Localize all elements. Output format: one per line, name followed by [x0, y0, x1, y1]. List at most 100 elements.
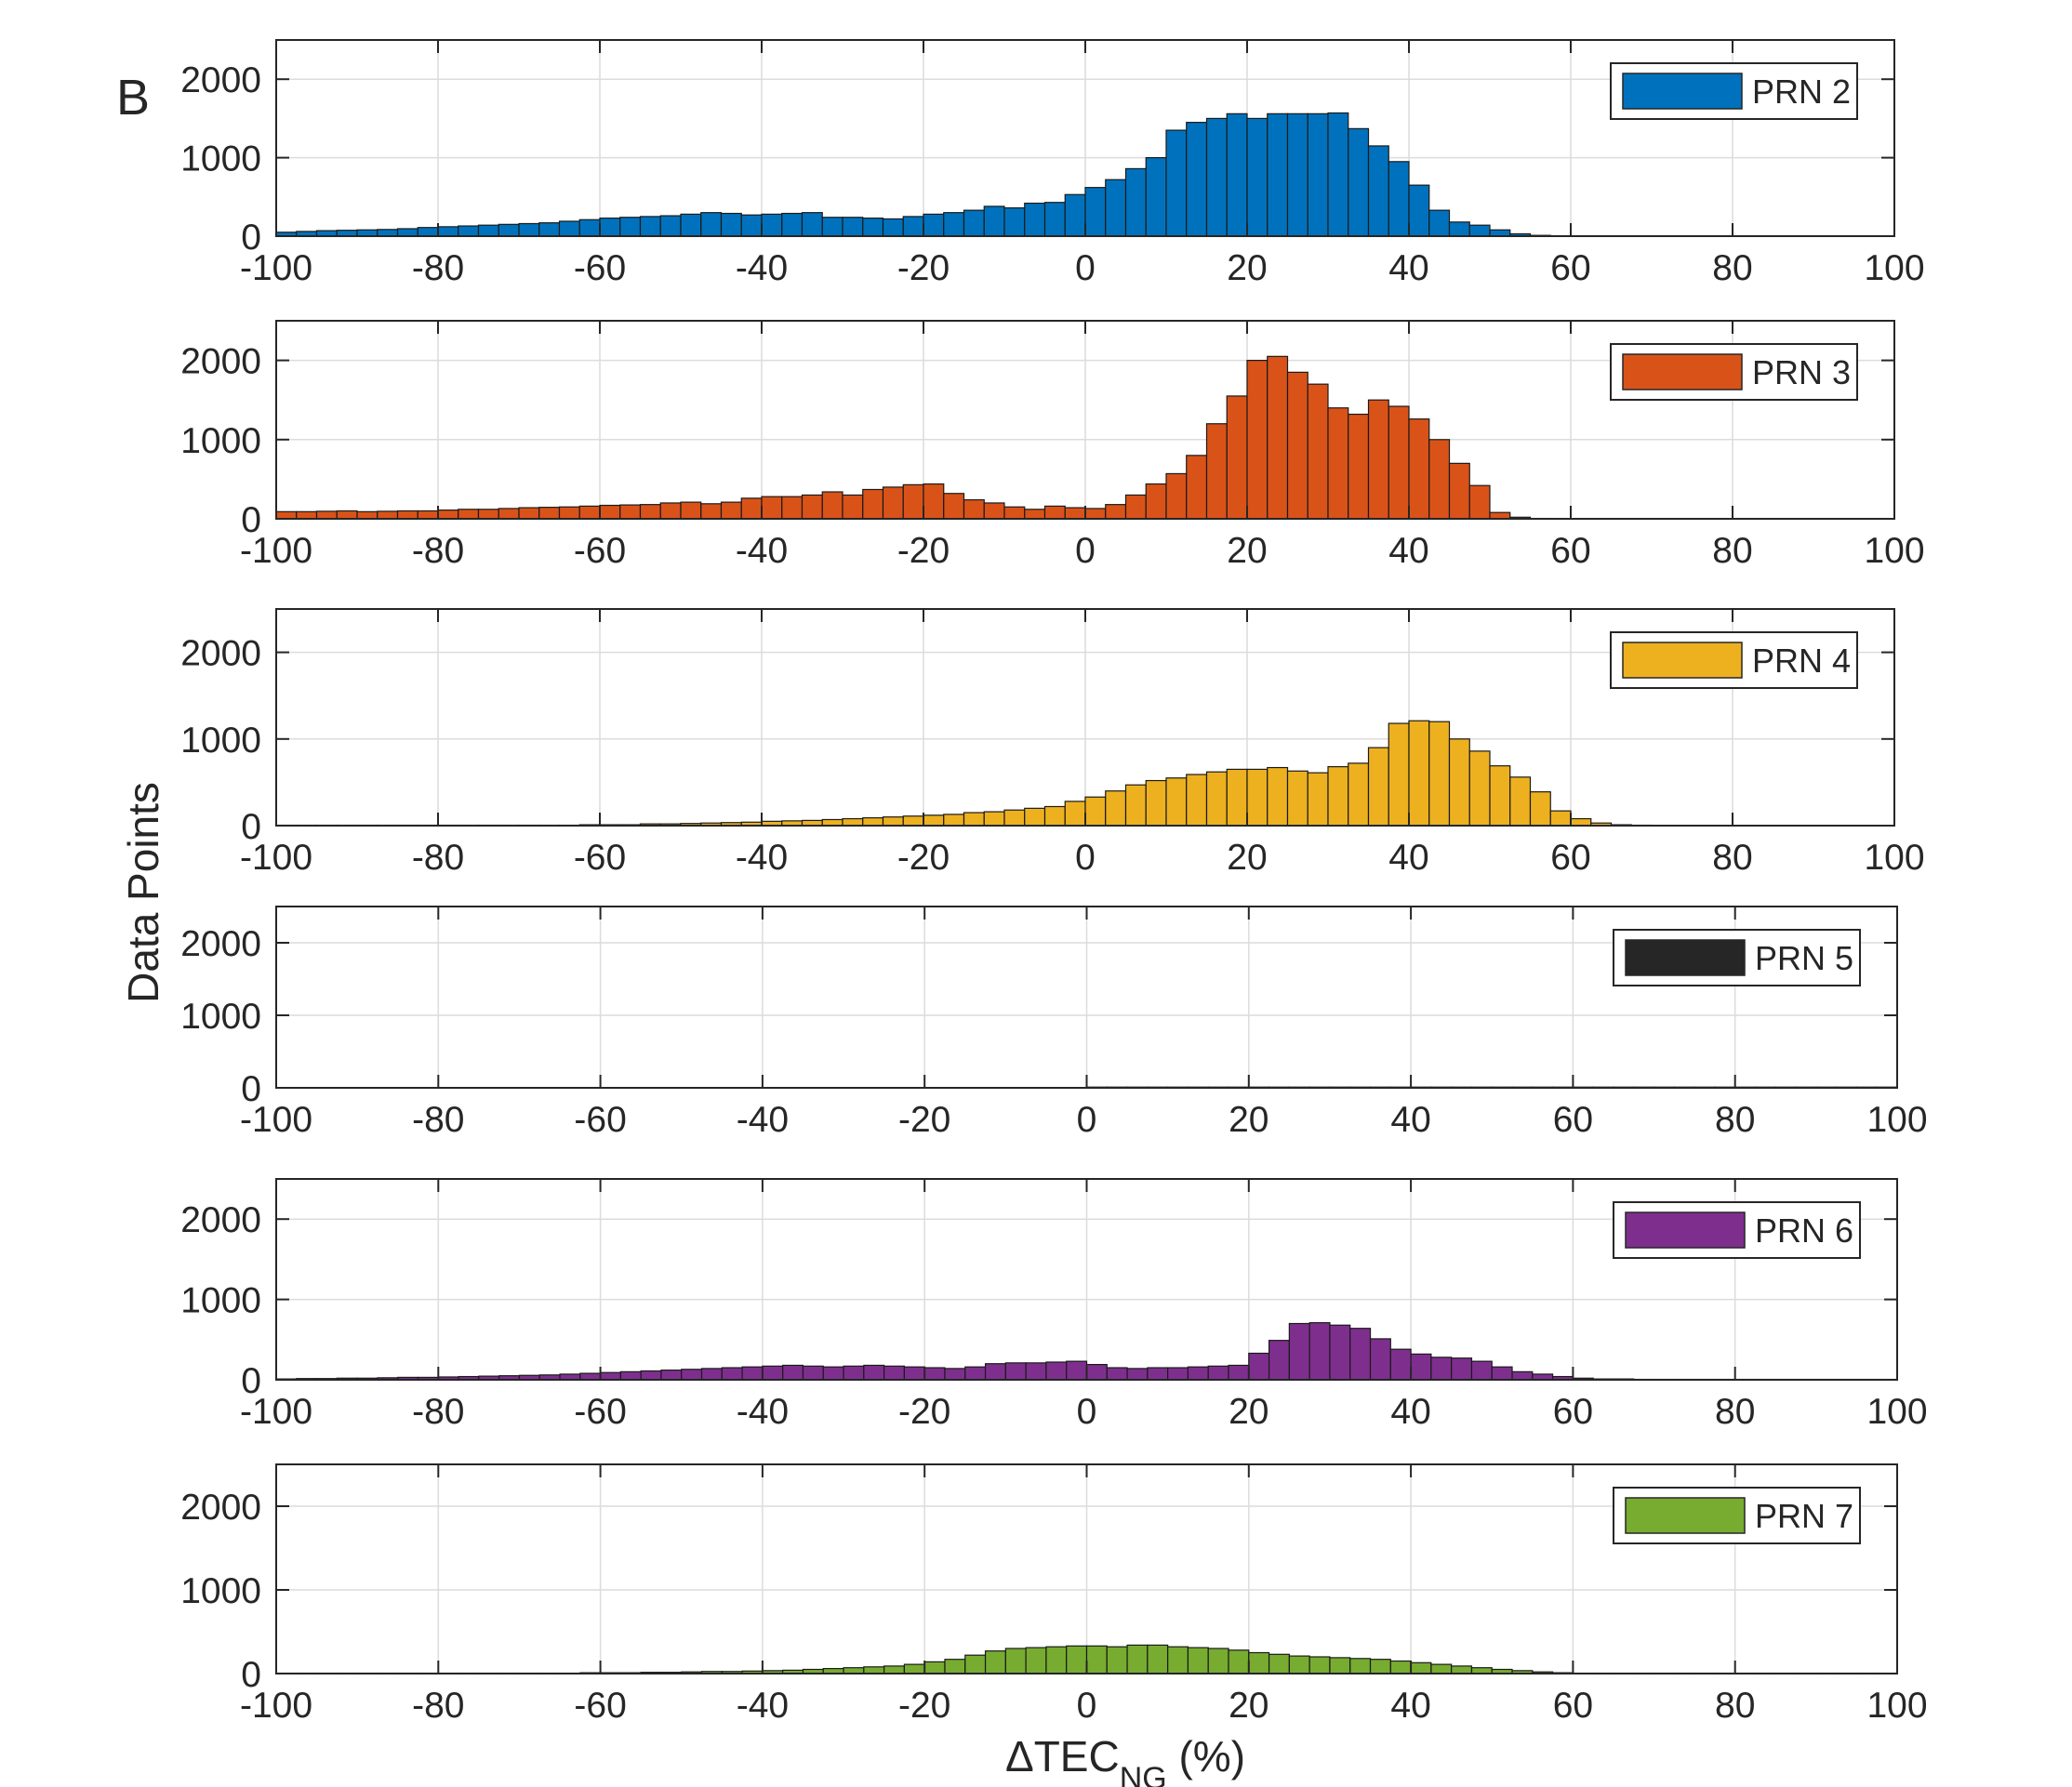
- x-tick-label: -40: [736, 838, 788, 878]
- bar: [1145, 157, 1167, 237]
- bar: [1388, 405, 1410, 520]
- bar: [801, 494, 823, 520]
- x-tick-label: 40: [1388, 531, 1428, 571]
- x-tick-label: 20: [1227, 248, 1267, 288]
- bar: [1106, 1646, 1128, 1674]
- bar: [963, 812, 985, 827]
- bar: [1349, 1328, 1372, 1381]
- x-tick-label: -20: [898, 1392, 950, 1432]
- bar: [1045, 1361, 1068, 1381]
- bar: [1468, 224, 1491, 237]
- bar: [680, 501, 702, 520]
- bar: [1327, 766, 1349, 827]
- x-tick-label: -100: [240, 1392, 312, 1432]
- bar: [1024, 202, 1046, 237]
- bar: [1470, 1360, 1493, 1381]
- x-tick-label: -100: [240, 248, 312, 288]
- bar: [275, 510, 298, 520]
- bar: [1105, 179, 1127, 237]
- x-axis-label-main: ΔTEC: [1005, 1732, 1120, 1780]
- bar: [1308, 1656, 1331, 1674]
- x-tick-label: -60: [574, 1686, 626, 1726]
- bar: [1268, 1340, 1290, 1381]
- bar: [903, 1366, 925, 1381]
- bar: [681, 1369, 703, 1381]
- bar: [1451, 1665, 1473, 1674]
- legend: PRN 5: [1613, 929, 1861, 986]
- legend: PRN 4: [1610, 631, 1858, 689]
- bar: [802, 1365, 824, 1381]
- bar: [1207, 1648, 1229, 1674]
- bar: [1064, 507, 1086, 520]
- x-tick-label: 80: [1712, 838, 1752, 878]
- bar: [720, 501, 742, 520]
- bar: [1511, 1370, 1534, 1381]
- x-tick-label: -100: [240, 1686, 312, 1726]
- bar: [660, 1370, 683, 1381]
- bar: [1448, 738, 1470, 827]
- x-tick-label: 60: [1553, 1392, 1593, 1432]
- bar: [923, 1367, 946, 1381]
- bar: [1165, 472, 1188, 520]
- bar: [902, 815, 924, 827]
- bar: [377, 510, 399, 520]
- bar: [315, 510, 338, 520]
- panel-letter: B: [116, 70, 150, 126]
- bar: [1468, 484, 1491, 520]
- legend: PRN 6: [1613, 1201, 1861, 1259]
- bar: [923, 483, 945, 520]
- bar: [640, 1370, 662, 1381]
- bar: [1226, 113, 1248, 237]
- y-tick-label: 1000: [180, 1281, 261, 1321]
- y-tick-label: 2000: [180, 1488, 261, 1528]
- bar: [741, 1366, 764, 1381]
- bar: [1408, 418, 1430, 520]
- bar: [944, 1659, 966, 1674]
- bar: [356, 229, 379, 237]
- bar: [1186, 455, 1208, 520]
- bar: [1448, 221, 1470, 237]
- x-tick-label: 80: [1712, 248, 1752, 288]
- bar: [963, 498, 985, 520]
- bar: [1004, 1362, 1027, 1381]
- bar: [1205, 423, 1228, 520]
- bar: [1064, 801, 1086, 827]
- bar: [599, 504, 621, 520]
- bar: [1147, 1644, 1169, 1674]
- bar: [1205, 771, 1228, 827]
- bar: [1084, 187, 1107, 237]
- tick-marks: [275, 1179, 1898, 1381]
- legend-swatch: [1625, 1211, 1746, 1249]
- bar: [1268, 1653, 1290, 1674]
- bar: [377, 229, 399, 237]
- bar: [1367, 145, 1389, 237]
- bar: [843, 1365, 865, 1381]
- y-axis-label: Data Points: [119, 782, 167, 1003]
- bar: [882, 816, 904, 827]
- x-tick-label: 100: [1864, 248, 1924, 288]
- bar: [1124, 784, 1147, 827]
- tick-marks: [275, 609, 1895, 827]
- tick-marks: [275, 1464, 1898, 1674]
- x-tick-label: -80: [412, 1686, 464, 1726]
- x-tick-label: 60: [1553, 1100, 1593, 1140]
- x-tick-label: -80: [412, 531, 464, 571]
- x-tick-label: -80: [412, 1392, 464, 1432]
- bar: [1389, 1348, 1412, 1381]
- bar: [619, 1370, 642, 1381]
- bar: [943, 212, 965, 237]
- x-tick-label: 100: [1866, 1686, 1927, 1726]
- bar: [458, 225, 480, 237]
- bar: [944, 1368, 966, 1381]
- bar: [943, 493, 965, 520]
- x-tick-label: 40: [1390, 1392, 1430, 1432]
- x-tick-label: 0: [1075, 838, 1096, 878]
- bar: [1024, 807, 1046, 827]
- bar: [1286, 371, 1308, 520]
- bar: [1529, 791, 1551, 827]
- bar: [1430, 1357, 1453, 1381]
- bar: [1329, 1657, 1351, 1674]
- bar: [437, 510, 459, 520]
- bar: [983, 502, 1005, 520]
